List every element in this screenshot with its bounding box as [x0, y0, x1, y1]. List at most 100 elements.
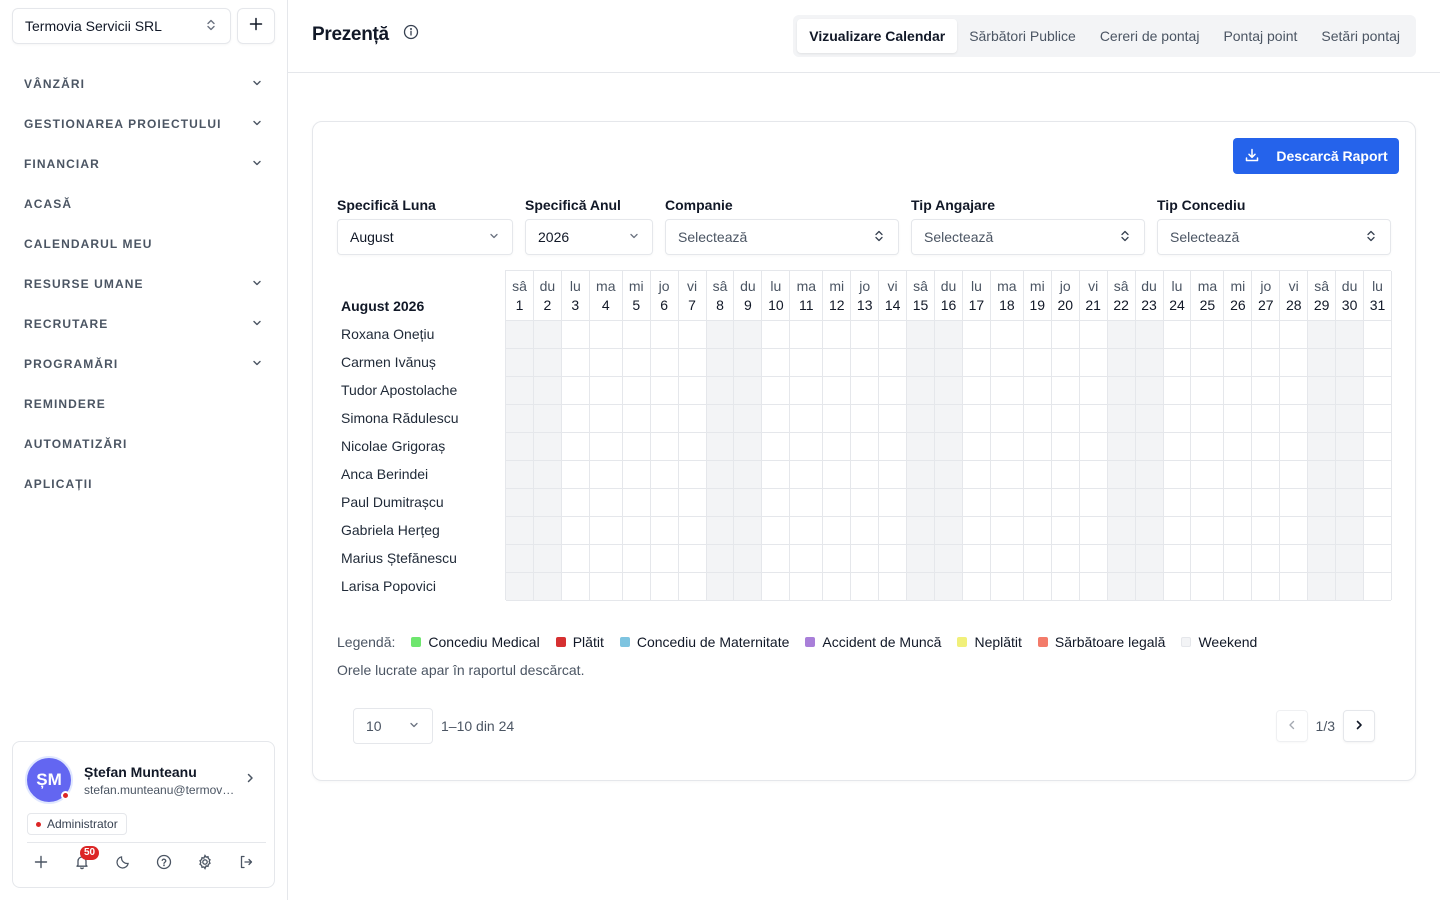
sidebar-item-3[interactable]: ACASĂ — [12, 184, 275, 224]
row-divider — [506, 488, 1391, 489]
employee-name[interactable]: Larisa Popovici — [341, 578, 436, 594]
day-of-week: sâ — [1314, 278, 1330, 294]
month-select[interactable]: August — [337, 219, 513, 255]
employee-name[interactable]: Anca Berindei — [341, 466, 429, 482]
legend: Legendă: Concediu Medical Plătit Concediu … — [337, 634, 1273, 650]
download-report-button[interactable]: Descarcă Raport — [1233, 138, 1399, 174]
day-number: 3 — [571, 297, 580, 313]
sidebar-item-8[interactable]: REMINDERE — [12, 384, 275, 424]
employee-name[interactable]: Paul Dumitrașcu — [341, 494, 444, 510]
employee-name[interactable]: Gabriela Herțeg — [341, 522, 440, 538]
role-badge: Administrator — [27, 813, 127, 835]
user-profile[interactable]: ȘM Ștefan Munteanu stefan.munteanu@termo… — [13, 742, 274, 806]
page-title: Prezență — [312, 24, 419, 46]
legend-swatch — [957, 637, 968, 647]
prev-page-button[interactable] — [1275, 710, 1308, 742]
divider — [27, 842, 266, 843]
legend-item: Concediu Medical — [411, 634, 540, 650]
employee-name[interactable]: Marius Ștefănescu — [341, 550, 457, 566]
theme-toggle-button[interactable] — [109, 850, 137, 878]
tab-1[interactable]: Sărbători Publice — [969, 28, 1076, 44]
sidebar-item-5[interactable]: RESURSE UMANE — [12, 264, 275, 304]
year-select[interactable]: 2026 — [525, 219, 653, 255]
day-of-week: mi — [1029, 278, 1045, 294]
employee-name[interactable]: Roxana Onețiu — [341, 326, 435, 342]
leave-select[interactable]: Selectează — [1157, 219, 1391, 255]
legend-item-label: Neplătit — [974, 634, 1022, 650]
day-of-week: du — [740, 278, 756, 294]
add-company-button[interactable] — [237, 8, 275, 44]
sidebar-item-0[interactable]: VÂNZĂRI — [12, 64, 275, 104]
notifications-button[interactable]: 50 — [68, 846, 100, 878]
pagination-nav: 1/3 — [1275, 710, 1375, 742]
sidebar-item-7[interactable]: PROGRAMĂRI — [12, 344, 275, 384]
day-of-week: jo — [1059, 278, 1071, 294]
attendance-card: Descarcă Raport Specifică Luna August Sp… — [312, 121, 1416, 781]
day-number: 10 — [768, 297, 784, 313]
tab-0[interactable]: Vizualizare Calendar — [797, 19, 958, 53]
legend-item: Sărbătoare legală — [1037, 634, 1166, 650]
add-button[interactable] — [27, 850, 55, 878]
employment-select-placeholder: Selectează — [924, 229, 994, 245]
day-number: 7 — [688, 297, 696, 313]
day-header: mi 19 — [1023, 271, 1051, 321]
day-column: mi 5 — [622, 271, 651, 600]
tab-2[interactable]: Cereri de pontaj — [1099, 28, 1200, 44]
day-column: lu 10 — [762, 271, 791, 600]
day-number: 5 — [632, 297, 641, 313]
row-divider — [506, 516, 1391, 517]
legend-item-label: Plătit — [572, 634, 604, 650]
day-number: 25 — [1199, 297, 1216, 313]
day-of-week: sâ — [712, 278, 728, 294]
day-of-week: mi — [829, 278, 845, 294]
day-column: vi 14 — [879, 271, 908, 600]
legend-item: Accident de Muncă — [805, 634, 941, 650]
day-column: lu 24 — [1163, 271, 1192, 600]
row-divider — [506, 572, 1391, 573]
chevron-right-icon — [1353, 718, 1365, 734]
employee-name[interactable]: Carmen Ivănuș — [341, 354, 436, 370]
sidebar-item-label: PROGRAMĂRI — [24, 357, 119, 371]
legend-item-label: Concediu de Maternitate — [636, 634, 790, 650]
sidebar-item-6[interactable]: RECRUTARE — [12, 304, 275, 344]
settings-button[interactable] — [191, 850, 219, 878]
day-column: jo 13 — [851, 271, 880, 600]
next-page-button[interactable] — [1343, 710, 1375, 742]
sidebar-item-1[interactable]: GESTIONAREA PROIECTULUI — [12, 104, 275, 144]
page-size-value: 10 — [366, 718, 382, 734]
employee-name[interactable]: Nicolae Grigoraș — [341, 438, 446, 454]
legend-item-label: Sărbătoare legală — [1054, 634, 1166, 650]
sidebar-item-9[interactable]: AUTOMATIZĂRI — [12, 424, 275, 464]
day-column: vi 28 — [1280, 271, 1309, 600]
employment-select[interactable]: Selectează — [911, 219, 1145, 255]
company-switcher[interactable]: Termovia Servicii SRL — [12, 8, 231, 44]
day-of-week: lu — [1171, 278, 1183, 294]
chevron-left-icon — [1286, 718, 1298, 734]
tab-4[interactable]: Setări pontaj — [1321, 28, 1400, 44]
sidebar-item-2[interactable]: FINANCIAR — [12, 144, 275, 184]
help-button[interactable] — [150, 850, 178, 878]
year-select-value: 2026 — [538, 229, 570, 245]
page-title-text: Prezență — [312, 24, 389, 45]
year-filter: Specifică Anul 2026 — [525, 197, 653, 255]
user-name: Ștefan Munteanu — [84, 763, 197, 780]
employee-name[interactable]: Simona Rădulescu — [341, 410, 459, 426]
info-icon[interactable] — [403, 24, 419, 46]
logout-button[interactable] — [232, 850, 260, 878]
day-of-week: du — [1141, 278, 1157, 294]
chevron-down-icon — [488, 229, 500, 245]
row-divider — [506, 320, 1391, 321]
employee-name[interactable]: Tudor Apostolache — [341, 382, 458, 398]
sidebar-item-label: VÂNZĂRI — [24, 77, 86, 91]
day-column: lu 3 — [561, 271, 590, 600]
day-of-week: sâ — [1113, 278, 1129, 294]
page-size-select[interactable]: 10 — [353, 708, 433, 744]
day-column: mi 26 — [1224, 271, 1253, 600]
day-header: lu 3 — [561, 271, 589, 321]
sidebar-item-10[interactable]: APLICAȚII — [12, 464, 275, 504]
sidebar-item-4[interactable]: CALENDARUL MEU — [12, 224, 275, 264]
company-select[interactable]: Selectează — [665, 219, 899, 255]
tab-3[interactable]: Pontaj point — [1223, 28, 1298, 44]
day-number: 23 — [1141, 297, 1157, 313]
sidebar-item-label: FINANCIAR — [24, 157, 100, 171]
